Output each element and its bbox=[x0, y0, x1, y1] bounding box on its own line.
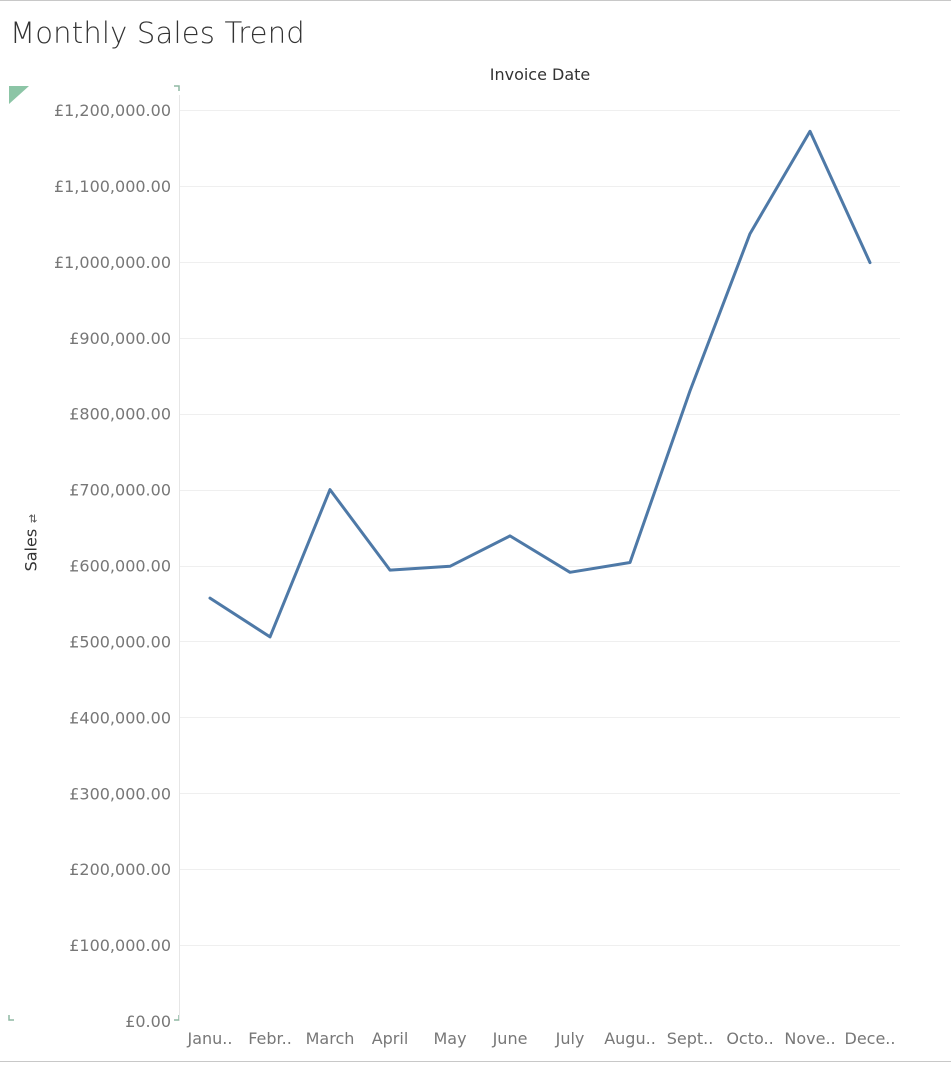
y-tick-label: £600,000.00 bbox=[69, 557, 171, 576]
x-tick-label[interactable]: July bbox=[555, 1029, 585, 1048]
data-point[interactable] bbox=[206, 594, 214, 602]
sheet-title: Monthly Sales Trend bbox=[10, 16, 305, 50]
y-tick-label: £0.00 bbox=[125, 1012, 171, 1031]
column-header-invoice-date[interactable]: Invoice Date bbox=[489, 65, 591, 84]
selection-corner-bottom-left bbox=[8, 1015, 14, 1021]
x-tick-label[interactable]: Octo.. bbox=[726, 1029, 773, 1048]
data-point[interactable] bbox=[626, 558, 634, 566]
y-tick-label: £400,000.00 bbox=[69, 708, 171, 727]
x-tick-label[interactable]: June bbox=[492, 1029, 528, 1048]
x-tick-label[interactable]: Dece.. bbox=[845, 1029, 896, 1048]
y-tick-label: £800,000.00 bbox=[69, 405, 171, 424]
series-layer bbox=[206, 127, 874, 641]
x-tick-label[interactable]: Sept.. bbox=[667, 1029, 714, 1048]
x-tick-label[interactable]: Nove.. bbox=[784, 1029, 835, 1048]
selection-corner-bottom-right bbox=[174, 1015, 180, 1021]
x-tick-label[interactable]: March bbox=[306, 1029, 355, 1048]
y-axis-ticks: £0.00 £100,000.00 £200,000.00 £300,000.00 £4… bbox=[54, 101, 171, 1031]
data-point[interactable] bbox=[566, 568, 574, 576]
data-point[interactable] bbox=[326, 486, 334, 494]
gridlines bbox=[180, 110, 900, 946]
y-tick-label: £900,000.00 bbox=[69, 329, 171, 348]
sales-line[interactable] bbox=[208, 129, 872, 639]
data-point[interactable] bbox=[686, 387, 694, 395]
y-tick-label: £300,000.00 bbox=[69, 784, 171, 803]
data-point[interactable] bbox=[506, 532, 514, 540]
x-tick-label[interactable]: Janu.. bbox=[187, 1029, 233, 1048]
x-tick-label[interactable]: April bbox=[372, 1029, 409, 1048]
data-point[interactable] bbox=[266, 633, 274, 641]
y-tick-label: £200,000.00 bbox=[69, 860, 171, 879]
y-tick-label: £700,000.00 bbox=[69, 481, 171, 500]
x-tick-label[interactable]: Febr.. bbox=[248, 1029, 292, 1048]
y-tick-label: £1,200,000.00 bbox=[54, 101, 171, 120]
data-point[interactable] bbox=[746, 230, 754, 238]
y-tick-label: £100,000.00 bbox=[69, 936, 171, 955]
y-tick-label: £500,000.00 bbox=[69, 632, 171, 651]
y-tick-label: £1,000,000.00 bbox=[54, 253, 171, 272]
selection-corner-top-right bbox=[174, 85, 180, 91]
x-tick-label[interactable]: May bbox=[433, 1029, 466, 1048]
worksheet-corner-marker bbox=[9, 86, 29, 104]
data-point[interactable] bbox=[446, 562, 454, 570]
data-point[interactable] bbox=[386, 566, 394, 574]
x-axis-ticks: Janu.. Febr.. March April May June July Augu.. S… bbox=[187, 1029, 896, 1048]
frame-bottom-border bbox=[0, 1061, 951, 1062]
data-point[interactable] bbox=[806, 127, 814, 135]
y-tick-label: £1,100,000.00 bbox=[54, 177, 171, 196]
frame-top-border bbox=[0, 0, 951, 1]
data-point[interactable] bbox=[866, 259, 874, 267]
x-tick-label[interactable]: Augu.. bbox=[604, 1029, 656, 1048]
